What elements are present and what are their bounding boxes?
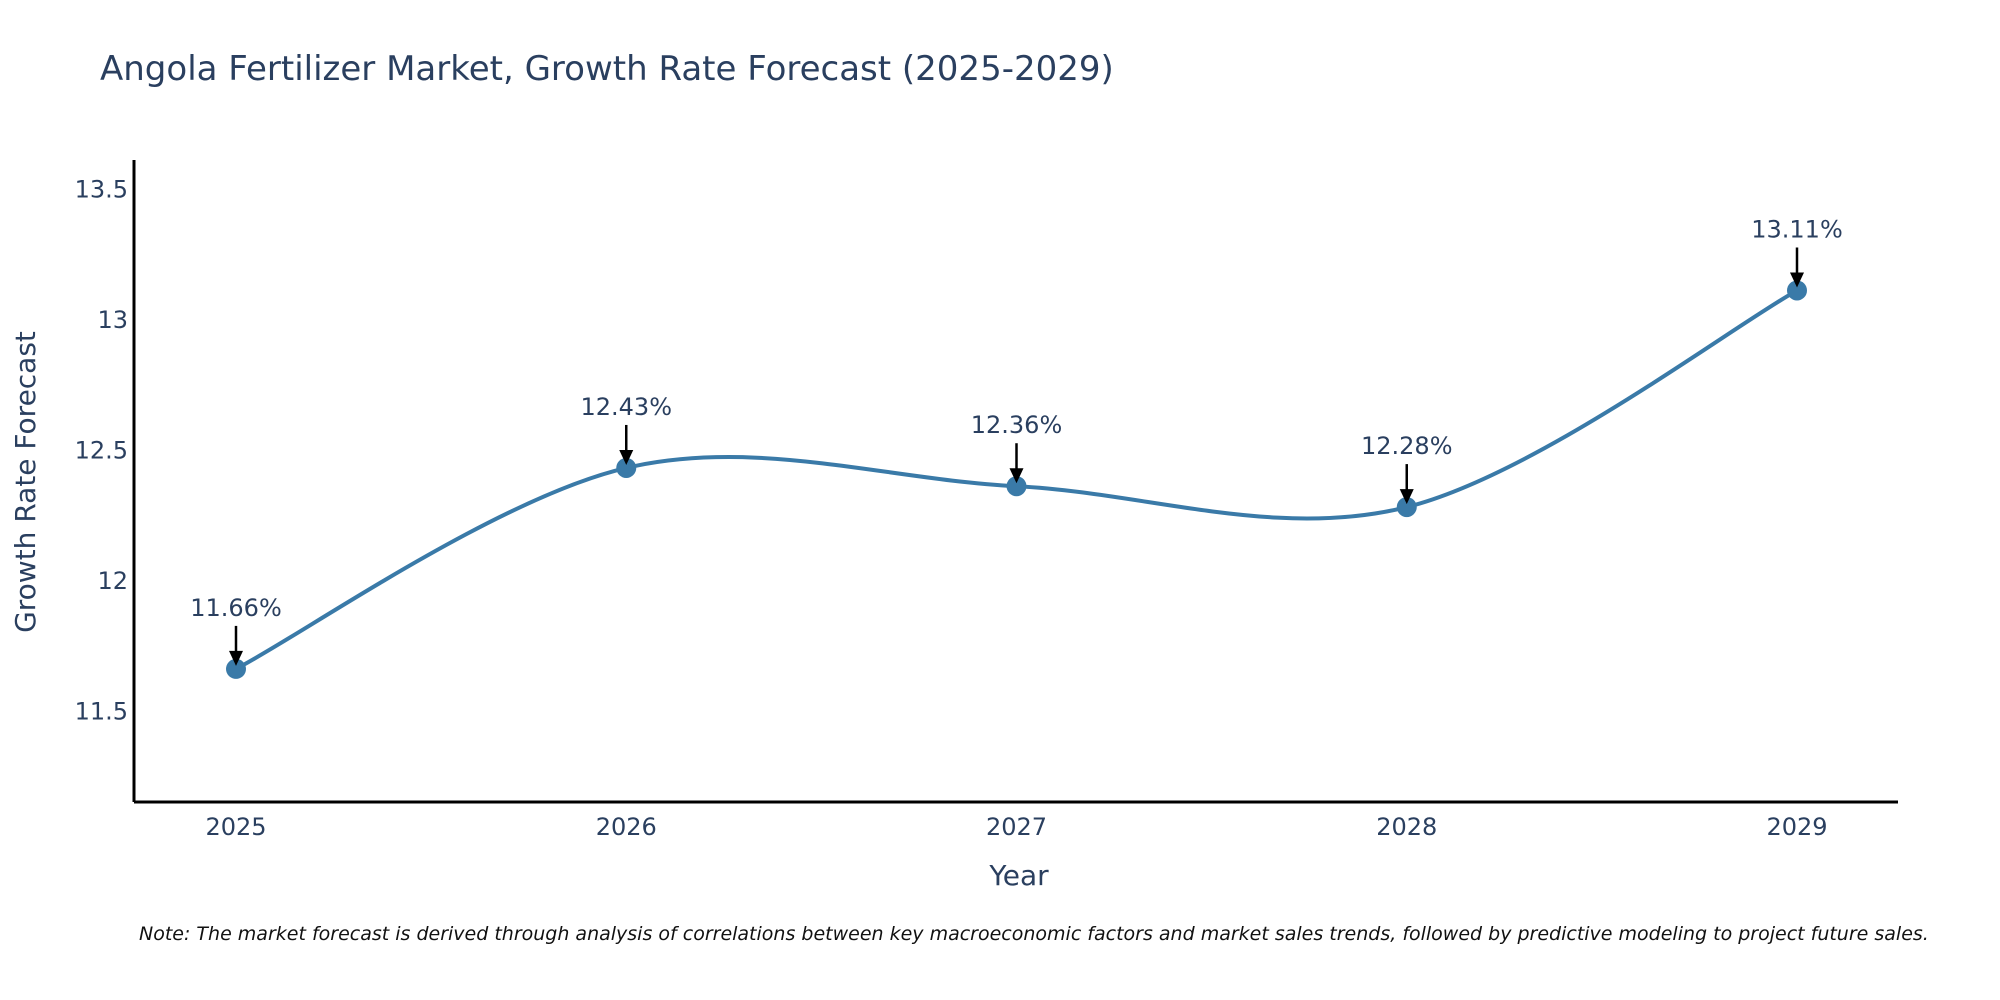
annotation-arrow-head bbox=[229, 650, 243, 666]
chart-title: Angola Fertilizer Market, Growth Rate Fo… bbox=[100, 49, 1114, 89]
y-tick-label: 13.5 bbox=[75, 176, 128, 204]
data-label: 12.36% bbox=[971, 411, 1063, 439]
x-tick-label: 2026 bbox=[596, 813, 657, 841]
y-tick-label: 13 bbox=[97, 306, 128, 334]
data-point bbox=[1006, 476, 1027, 497]
annotation-arrow-head bbox=[1009, 468, 1024, 484]
x-tick-label: 2027 bbox=[986, 813, 1047, 841]
y-tick-label: 12 bbox=[97, 567, 128, 595]
y-axis-title: Growth Rate Forecast bbox=[9, 331, 42, 633]
x-tick-label: 2028 bbox=[1376, 813, 1437, 841]
data-point bbox=[1787, 280, 1807, 301]
data-label: 11.66% bbox=[190, 594, 282, 622]
x-tick-label: 2025 bbox=[205, 813, 266, 841]
x-tick-label: 2029 bbox=[1766, 813, 1827, 841]
data-label: 12.28% bbox=[1361, 432, 1453, 460]
data-label: 12.43% bbox=[580, 393, 672, 421]
y-tick-label: 11.5 bbox=[75, 698, 128, 726]
data-label: 13.11% bbox=[1751, 215, 1843, 243]
y-tick-label: 12.5 bbox=[75, 437, 128, 465]
data-point bbox=[616, 457, 637, 478]
annotation-arrow-head bbox=[619, 449, 634, 465]
data-point bbox=[226, 658, 246, 679]
x-axis-ticks: 2025 2026 2027 2028 2029 bbox=[205, 813, 1827, 841]
data-markers bbox=[226, 280, 1807, 679]
annotation-arrow-head bbox=[1790, 272, 1804, 288]
annotation-arrow-head bbox=[1399, 489, 1414, 505]
data-point bbox=[1396, 497, 1417, 518]
data-annotations: 11.66% 12.43% 12.36% 12.28% 13.11% bbox=[190, 215, 1843, 666]
footnote: Note: The market forecast is derived thr… bbox=[139, 923, 1929, 945]
y-axis-ticks: 11.5 12 12.5 13 13.5 bbox=[75, 176, 128, 726]
x-axis-title: Year bbox=[988, 859, 1049, 892]
